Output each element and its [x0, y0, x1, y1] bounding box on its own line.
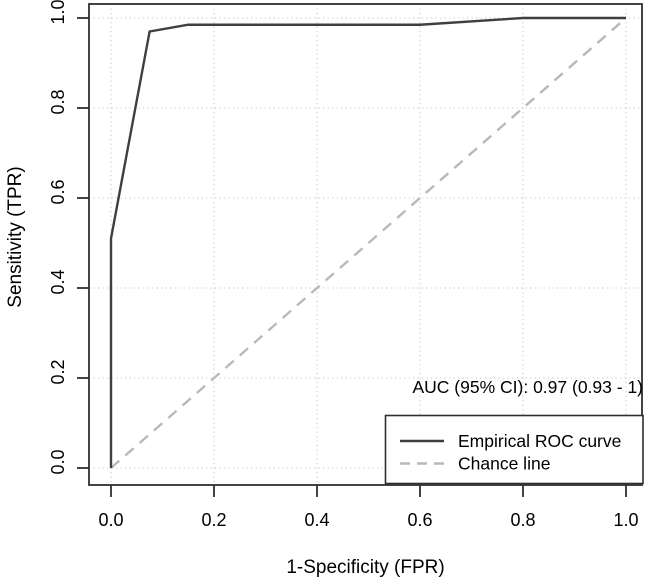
x-tick-label: 0.6 — [407, 510, 432, 530]
auc-annotation: AUC (95% CI): 0.97 (0.93 - 1) — [413, 377, 644, 397]
y-tick-label: 0.4 — [48, 269, 68, 294]
x-tick-label: 0.4 — [304, 510, 329, 530]
y-tick-label: 0.2 — [48, 359, 68, 384]
roc-curve-line — [109, 16, 626, 468]
x-tick-label: 0.2 — [201, 510, 226, 530]
x-axis-title: 1-Specificity (FPR) — [286, 557, 444, 578]
x-tick-label: 0.0 — [98, 510, 123, 530]
y-tick-label: 0.6 — [48, 179, 68, 204]
legend-box — [384, 414, 644, 485]
legend-label: Chance line — [458, 454, 550, 474]
y-tick-label: 0.0 — [48, 449, 68, 474]
legend-label: Empirical ROC curve — [458, 431, 621, 451]
y-tick-label: 1.0 — [48, 0, 68, 25]
x-tick-label: 1.0 — [613, 510, 638, 530]
x-tick-label: 0.8 — [510, 510, 535, 530]
y-axis-title: Sensitivity (TPR) — [5, 166, 26, 307]
y-tick-label: 0.8 — [48, 89, 68, 114]
plot-box — [88, 3, 643, 486]
